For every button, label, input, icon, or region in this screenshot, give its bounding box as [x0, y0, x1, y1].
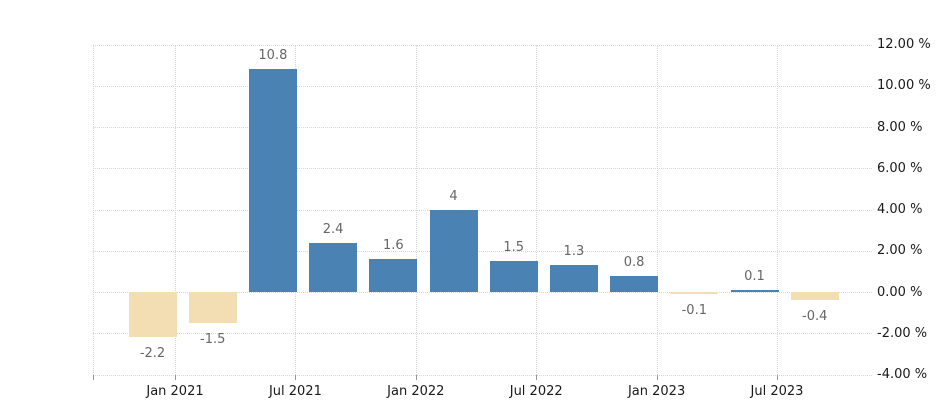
x-axis-tick	[295, 374, 297, 380]
value-label: -1.5	[200, 331, 226, 347]
bar[interactable]	[248, 69, 297, 292]
value-label: -0.4	[802, 309, 828, 325]
v-gridline	[415, 44, 417, 375]
y-tick-label: 8.00 %	[877, 119, 923, 135]
value-label: 0.8	[623, 254, 645, 270]
h-gridline	[92, 168, 872, 170]
y-tick-label: 12.00 %	[877, 37, 931, 52]
bar[interactable]	[670, 292, 719, 295]
x-axis-tick	[175, 374, 176, 380]
value-label: 1.6	[382, 238, 404, 253]
v-gridline	[656, 44, 658, 375]
bar[interactable]	[549, 265, 598, 292]
value-label: 1.3	[563, 244, 585, 260]
bar[interactable]	[610, 275, 659, 292]
bar[interactable]	[489, 261, 538, 292]
x-tick-label: Jul 2022	[509, 383, 563, 399]
bar[interactable]	[188, 292, 237, 323]
bar[interactable]	[429, 209, 478, 292]
value-label: 0.1	[744, 268, 765, 284]
value-label: -0.1	[681, 303, 707, 319]
bar[interactable]	[790, 292, 839, 301]
h-gridline	[92, 292, 872, 293]
x-tick-label: Jan 2022	[387, 383, 445, 399]
h-gridline	[92, 333, 872, 335]
x-tick-label: Jan 2023	[627, 383, 686, 399]
v-gridline	[175, 44, 176, 375]
h-gridline	[92, 127, 872, 128]
bar[interactable]	[730, 289, 779, 292]
x-tick-label: Jan 2021	[146, 383, 204, 399]
v-gridline	[536, 44, 538, 375]
x-axis-tick	[536, 374, 538, 380]
x-axis-tick	[777, 374, 778, 380]
h-gridline	[92, 44, 872, 46]
y-tick-label: 10.00 %	[877, 78, 931, 94]
y-tick-label: 0.00 %	[877, 284, 923, 300]
y-tick-label: 6.00 %	[877, 160, 923, 176]
x-axis-tick	[656, 374, 658, 380]
h-gridline	[92, 374, 872, 376]
x-axis-tick	[92, 374, 94, 380]
y-tick-label: 4.00 %	[877, 202, 923, 217]
bar[interactable]	[128, 292, 177, 338]
h-gridline	[92, 209, 872, 211]
value-label: 2.4	[322, 221, 344, 237]
bar[interactable]	[369, 259, 418, 292]
v-gridline	[777, 44, 778, 375]
y-tick-label: -4.00 %	[877, 367, 928, 382]
value-label: 4	[449, 188, 458, 204]
h-gridline	[92, 250, 872, 252]
v-gridline	[92, 44, 94, 375]
y-tick-label: 2.00 %	[877, 243, 923, 259]
value-label: -2.2	[139, 346, 166, 362]
x-tick-label: Jul 2023	[750, 383, 804, 399]
value-label: 1.5	[503, 240, 525, 256]
x-tick-label: Jul 2021	[268, 383, 322, 399]
bar[interactable]	[309, 242, 358, 292]
value-label: 10.8	[258, 48, 288, 64]
y-tick-label: -2.00 %	[877, 325, 928, 341]
h-gridline	[92, 85, 872, 87]
x-axis-tick	[415, 374, 417, 380]
